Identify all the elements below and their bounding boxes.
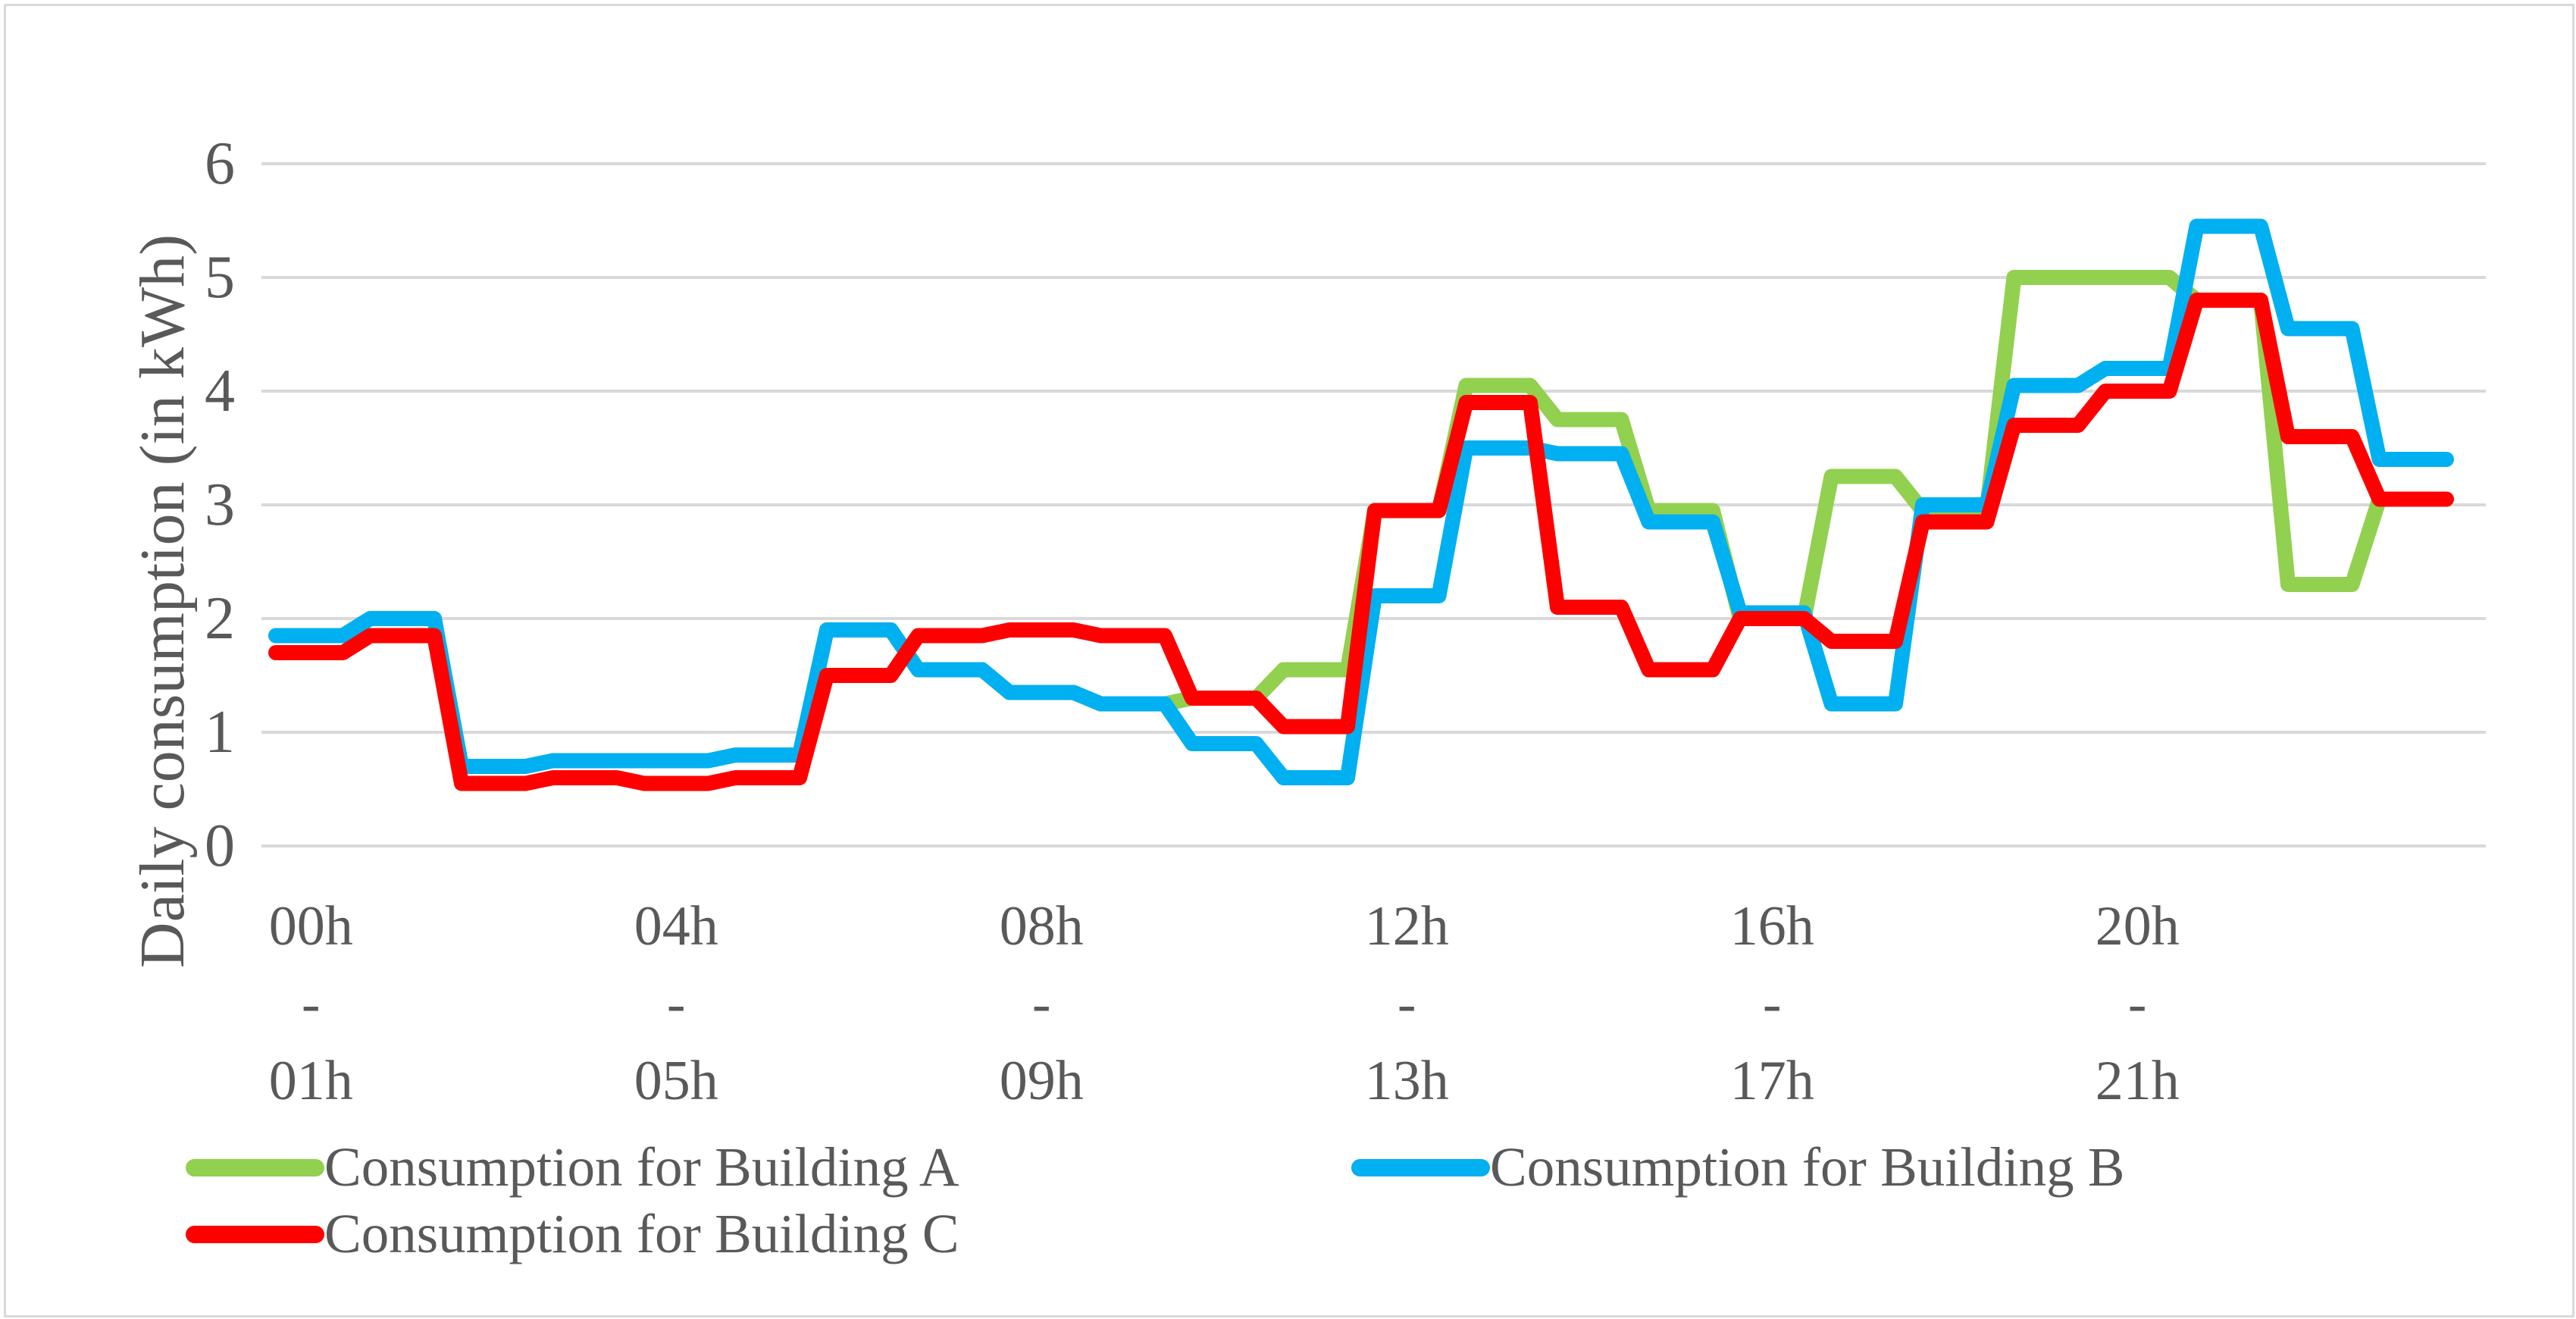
x-tick-label-08h-09h: 08h - 09h <box>928 898 1155 1130</box>
legend-item-building-a: Consumption for Building A <box>186 1137 959 1198</box>
legend-swatch-building-c <box>186 1225 324 1243</box>
legend-item-building-b: Consumption for Building B <box>1351 1137 2125 1198</box>
y-tick-label-2: 2 <box>205 585 235 652</box>
series-line-b <box>268 218 2454 785</box>
legend-swatch-building-b <box>1351 1158 1490 1176</box>
x-tick-label-00h-01h: 00h - 01h <box>197 898 424 1130</box>
x-tick-label-20h-21h: 20h - 21h <box>2024 898 2251 1130</box>
legend-label-building-c: Consumption for Building C <box>324 1203 959 1264</box>
x-tick-line: - <box>1397 973 1416 1035</box>
x-tick-line: - <box>666 973 686 1035</box>
x-tick-label-16h-17h: 16h - 17h <box>1658 898 1886 1130</box>
y-tick-label-0: 0 <box>205 813 235 879</box>
x-tick-line: 21h <box>2095 1050 2180 1112</box>
x-tick-line: - <box>1031 973 1051 1035</box>
y-tick-label-4: 4 <box>205 358 235 425</box>
y-tick-label-3: 3 <box>205 472 235 538</box>
x-tick-label-04h-05h: 04h - 05h <box>562 898 790 1130</box>
x-tick-line: - <box>301 973 321 1035</box>
legend-item-building-c: Consumption for Building C <box>186 1204 959 1264</box>
legend-swatch-building-a <box>186 1158 324 1176</box>
series-line-c <box>268 293 2454 791</box>
x-tick-line: 05h <box>634 1050 718 1112</box>
x-tick-line: 00h <box>268 895 353 957</box>
y-tick-label-1: 1 <box>205 699 235 766</box>
y-tick-label-6: 6 <box>205 130 235 197</box>
x-tick-line: - <box>1762 973 1782 1035</box>
x-tick-label-12h-13h: 12h - 13h <box>1293 898 1520 1130</box>
x-tick-line: 08h <box>999 895 1084 957</box>
legend-label-building-b: Consumption for Building B <box>1490 1136 2125 1198</box>
x-tick-line: 20h <box>2095 895 2180 957</box>
x-tick-line: 17h <box>1729 1050 1814 1112</box>
y-tick-label-5: 5 <box>205 244 235 311</box>
x-tick-line: 04h <box>634 895 718 957</box>
legend-label-building-a: Consumption for Building A <box>324 1136 959 1198</box>
x-tick-line: 12h <box>1364 895 1449 957</box>
x-tick-line: 16h <box>1729 895 1814 957</box>
x-tick-line: 13h <box>1364 1050 1449 1112</box>
x-tick-line: 01h <box>268 1050 353 1112</box>
x-tick-line: 09h <box>999 1050 1084 1112</box>
x-tick-line: - <box>2127 973 2147 1035</box>
